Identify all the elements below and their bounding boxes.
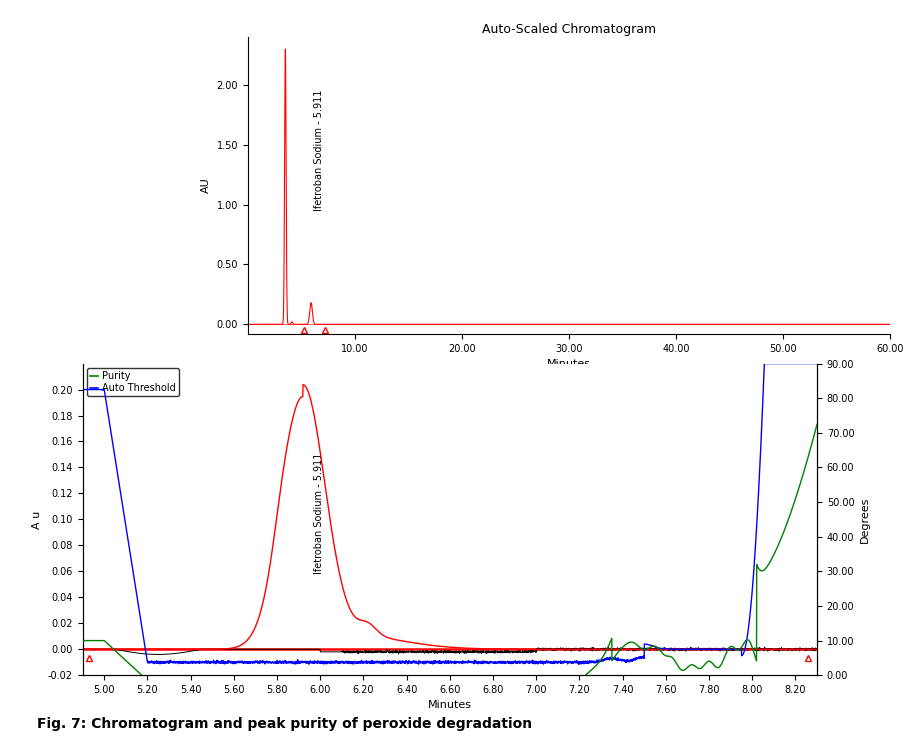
Y-axis label: Degrees: Degrees <box>860 496 870 542</box>
Text: Ifetroban Sodium - 5.911: Ifetroban Sodium - 5.911 <box>314 452 324 574</box>
X-axis label: Minutes: Minutes <box>547 359 591 370</box>
Y-axis label: AU: AU <box>201 177 211 194</box>
Y-axis label: A u: A u <box>32 510 42 528</box>
Title: Auto-Scaled Chromatogram: Auto-Scaled Chromatogram <box>482 23 656 36</box>
X-axis label: Minutes: Minutes <box>428 700 472 711</box>
Text: Ifetroban Sodium - 5.911: Ifetroban Sodium - 5.911 <box>314 90 324 211</box>
Text: Fig. 7: Chromatogram and peak purity of peroxide degradation: Fig. 7: Chromatogram and peak purity of … <box>37 717 532 731</box>
Legend: Purity, Auto Threshold: Purity, Auto Threshold <box>87 369 179 396</box>
